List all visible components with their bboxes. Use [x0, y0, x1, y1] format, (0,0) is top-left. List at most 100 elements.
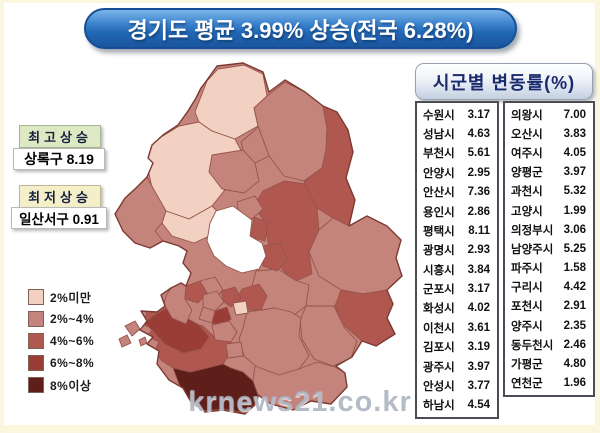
table-column-right: 의왕시 7.00 오산시 3.83 여주시 4.05 양평군 3.97 과천시 5.32 고양시 1.… — [503, 101, 595, 397]
table-row: 군포시 3.17 — [417, 281, 497, 297]
region-rate: 3.83 — [563, 127, 586, 140]
legend-swatch — [28, 377, 44, 393]
region-rate: 3.97 — [563, 166, 586, 179]
legend-label: 6%~8% — [50, 356, 95, 370]
region-name: 오산시 — [511, 128, 543, 141]
region-name: 연천군 — [511, 378, 543, 391]
region-rate: 1.58 — [563, 262, 586, 275]
map-region — [211, 320, 238, 343]
region-name: 김포시 — [423, 342, 455, 355]
region-name: 안양시 — [423, 167, 455, 180]
region-name: 여주시 — [511, 147, 543, 160]
region-name: 부천시 — [423, 148, 455, 161]
table-row: 이천시 3.61 — [417, 320, 497, 336]
legend-swatch — [28, 355, 44, 371]
region-name: 이천시 — [423, 322, 455, 335]
region-rate: 4.63 — [467, 128, 490, 141]
region-rate: 5.25 — [563, 242, 586, 255]
region-name: 과천시 — [511, 186, 543, 199]
lowest-increase-label: 최저상승 — [19, 185, 101, 208]
region-rate: 4.80 — [563, 358, 586, 371]
table-row: 부천시 5.61 — [417, 145, 497, 161]
region-name: 안성시 — [423, 380, 455, 393]
map-region — [299, 305, 358, 367]
region-name: 하남시 — [423, 400, 455, 413]
map-region — [250, 216, 269, 242]
region-name: 동두천시 — [511, 339, 554, 352]
page-title: 경기도 평균 3.99% 상승(전국 6.28%) — [127, 17, 474, 43]
region-name: 광명시 — [423, 245, 455, 258]
region-rate: 3.19 — [467, 341, 490, 354]
region-name: 수원시 — [423, 109, 455, 122]
region-rate: 2.95 — [467, 166, 490, 179]
region-rate: 7.36 — [467, 186, 490, 199]
map-region — [144, 307, 210, 354]
region-name: 군포시 — [423, 284, 455, 297]
table-row: 동두천시 2.46 — [505, 337, 593, 353]
table-row: 평택시 8.11 — [417, 223, 497, 239]
region-rate: 3.84 — [467, 263, 490, 276]
region-rate: 1.96 — [563, 377, 586, 390]
region-rate: 3.06 — [563, 223, 586, 236]
table-row: 양평군 3.97 — [505, 164, 593, 180]
region-name: 고양시 — [511, 205, 543, 218]
legend-row: 2%미만 — [28, 286, 94, 308]
legend-swatch — [28, 311, 44, 327]
island — [118, 334, 132, 348]
map-outline — [114, 62, 403, 415]
legend-label: 4%~6% — [50, 334, 95, 348]
table-row: 구리시 4.42 — [505, 279, 593, 295]
region-rate: 3.97 — [467, 360, 490, 373]
island — [124, 320, 141, 337]
table-row: 파주시 1.58 — [505, 260, 593, 276]
region-rate: 2.91 — [563, 300, 586, 313]
table-row: 안성시 3.77 — [417, 378, 497, 394]
region-rate: 3.17 — [467, 108, 490, 121]
region-name: 화성시 — [423, 303, 455, 316]
table-title: 시군별 변동률(%) — [415, 63, 593, 100]
legend-row: 2%~4% — [28, 308, 94, 330]
region-rate: 3.17 — [467, 283, 490, 296]
table-row: 성남시 4.63 — [417, 126, 497, 142]
region-name: 평택시 — [423, 225, 455, 238]
region-rate: 2.35 — [563, 319, 586, 332]
region-rate: 4.54 — [467, 399, 490, 412]
region-name: 가평군 — [511, 359, 543, 372]
region-rate: 4.05 — [563, 146, 586, 159]
legend-label: 2%~4% — [50, 312, 95, 326]
table-row: 여주시 4.05 — [505, 145, 593, 161]
region-rate: 8.11 — [468, 224, 490, 237]
table-row: 안산시 7.36 — [417, 184, 497, 200]
region-rate: 3.77 — [467, 379, 490, 392]
region-name: 포천시 — [511, 301, 543, 314]
island — [138, 336, 148, 347]
region-rate: 3.61 — [467, 321, 490, 334]
table-row: 수원시 3.17 — [417, 107, 497, 123]
region-rate: 5.61 — [467, 147, 490, 160]
region-rate: 4.42 — [563, 281, 586, 294]
table-row: 남양주시 5.25 — [505, 241, 593, 257]
seoul-gap — [206, 205, 267, 274]
gyeonggi-choropleth-map — [114, 62, 403, 415]
table-row: 연천군 1.96 — [505, 375, 593, 391]
region-name: 구리시 — [511, 282, 543, 295]
table-row: 포천시 2.91 — [505, 298, 593, 314]
table-row: 광주시 3.97 — [417, 359, 497, 375]
region-name: 시흥시 — [423, 264, 455, 277]
legend-row: 8%이상 — [28, 374, 94, 396]
region-rate: 5.32 — [563, 185, 586, 198]
region-name: 성남시 — [423, 129, 455, 142]
table-row: 의정부시 3.06 — [505, 222, 593, 238]
region-name: 양평군 — [511, 167, 543, 180]
legend-swatch — [28, 289, 44, 305]
region-rate: 2.93 — [467, 244, 490, 257]
region-name: 양주시 — [511, 320, 543, 333]
region-name: 남양주시 — [511, 243, 554, 256]
table-row: 화성시 4.02 — [417, 300, 497, 316]
table-row: 과천시 5.32 — [505, 183, 593, 199]
legend: 2%미만 2%~4% 4%~6% 6%~8% 8%이상 — [28, 286, 94, 396]
legend-row: 4%~6% — [28, 330, 94, 352]
table-row: 오산시 3.83 — [505, 126, 593, 142]
region-name: 안산시 — [423, 187, 455, 200]
